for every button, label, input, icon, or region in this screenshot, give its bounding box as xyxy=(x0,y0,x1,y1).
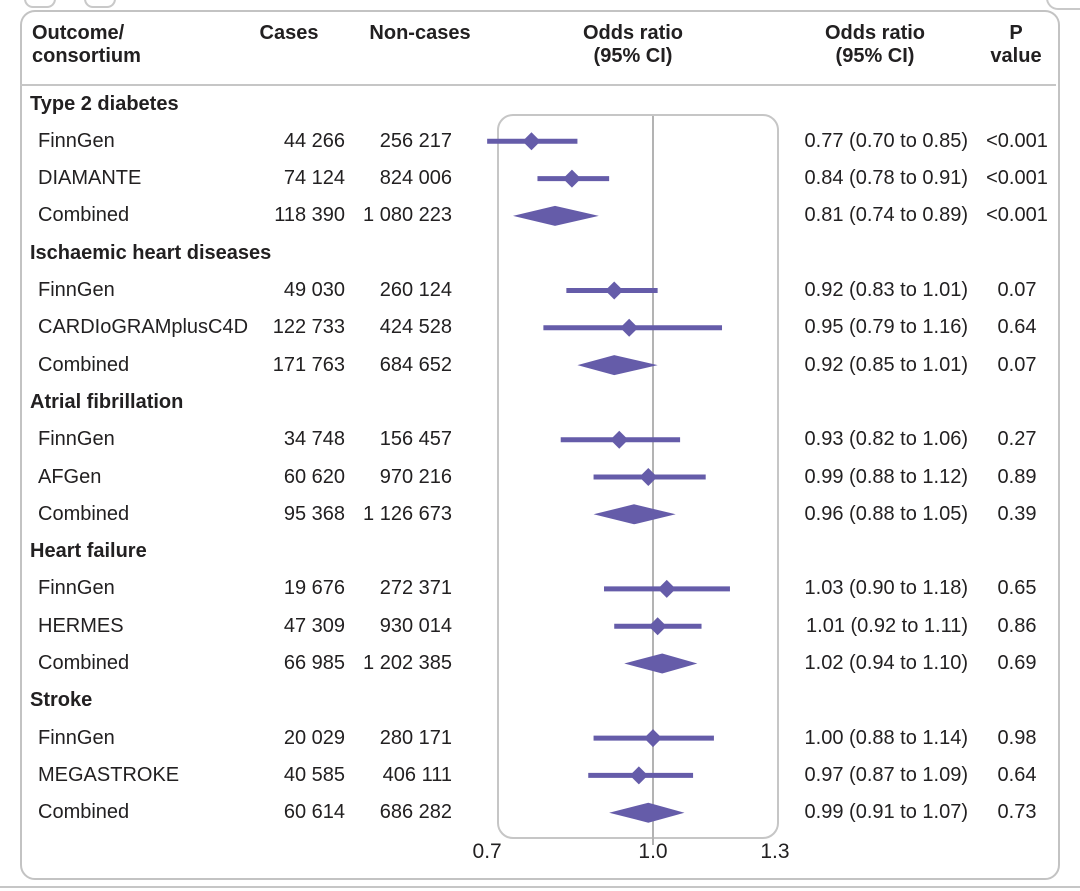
odds-ratio-ci-value: 0.81 (0.74 to 0.89) xyxy=(804,204,968,227)
figure-card-border xyxy=(20,10,1060,880)
cases-value: 20 029 xyxy=(283,726,345,749)
noncases-value: 686 282 xyxy=(379,801,452,824)
x-axis-tick-label: 1.3 xyxy=(760,840,790,863)
cases-value: 118 390 xyxy=(274,204,345,227)
outcome-section-label: Heart failure xyxy=(30,540,147,563)
cropped-border-fragment xyxy=(1046,0,1080,10)
p-value: 0.07 xyxy=(997,279,1037,301)
noncases-value: 406 111 xyxy=(382,763,452,786)
odds-ratio-ci-value: 1.01 (0.92 to 1.11) xyxy=(806,614,968,637)
noncases-value: 1 202 385 xyxy=(363,652,452,674)
outcome-section-label: Type 2 diabetes xyxy=(30,92,179,115)
p-value: 0.98 xyxy=(997,726,1037,749)
consortium-label: FinnGen xyxy=(38,726,115,749)
cases-value: 44 266 xyxy=(283,129,345,152)
noncases-value: 970 216 xyxy=(379,465,452,488)
odds-ratio-ci-value: 0.95 (0.79 to 1.16) xyxy=(804,316,968,339)
noncases-value: 156 457 xyxy=(379,428,452,451)
p-value: 0.69 xyxy=(997,652,1037,674)
noncases-value: 260 124 xyxy=(379,279,452,301)
noncases-value: 424 528 xyxy=(379,316,452,339)
p-value: 0.73 xyxy=(997,801,1037,824)
consortium-label: Combined xyxy=(38,204,130,227)
consortium-label: FinnGen xyxy=(38,129,115,152)
noncases-value: 280 171 xyxy=(379,726,452,749)
column-header-odds-ratio-plot: Odds ratio (95% CI) xyxy=(582,22,684,67)
outcome-section-label: Stroke xyxy=(30,689,93,712)
noncases-value: 272 371 xyxy=(379,577,452,600)
cropped-border-fragment xyxy=(24,0,56,8)
cases-value: 60 614 xyxy=(283,801,345,824)
odds-ratio-ci-value: 1.00 (0.88 to 1.14) xyxy=(804,726,968,749)
outcome-section-label: Ischaemic heart diseases xyxy=(30,241,272,264)
cases-value: 40 585 xyxy=(283,763,345,786)
cases-value: 66 985 xyxy=(283,652,345,674)
p-value: 0.64 xyxy=(997,763,1037,786)
plot-panel-border xyxy=(497,114,779,839)
odds-ratio-ci-value: 0.92 (0.85 to 1.01) xyxy=(804,353,968,376)
p-value: 0.86 xyxy=(997,614,1037,637)
consortium-label: FinnGen xyxy=(38,577,115,600)
odds-ratio-ci-value: 0.93 (0.82 to 1.06) xyxy=(804,428,968,451)
odds-ratio-ci-value: 1.02 (0.94 to 1.10) xyxy=(804,652,968,674)
odds-ratio-ci-value: 0.99 (0.91 to 1.07) xyxy=(804,801,968,824)
cases-value: 49 030 xyxy=(283,279,345,301)
p-value: 0.89 xyxy=(997,465,1037,488)
consortium-label: HERMES xyxy=(38,614,124,637)
noncases-value: 1 126 673 xyxy=(363,502,452,525)
consortium-label: Combined xyxy=(38,652,130,674)
noncases-value: 684 652 xyxy=(379,353,452,376)
consortium-label: Combined xyxy=(38,353,130,376)
p-value: 0.27 xyxy=(997,428,1037,451)
outcome-section-label: Atrial fibrillation xyxy=(30,390,184,413)
column-header-p-value: P value xyxy=(990,22,1042,67)
cases-value: 74 124 xyxy=(283,167,345,190)
noncases-value: 1 080 223 xyxy=(363,204,452,227)
column-header-noncases: Non-cases xyxy=(369,22,471,44)
column-header-outcome-consortium: Outcome/ consortium xyxy=(32,22,141,67)
cases-value: 171 763 xyxy=(272,353,345,376)
odds-ratio-ci-value: 1.03 (0.90 to 1.18) xyxy=(804,577,968,600)
p-value: <0.001 xyxy=(986,167,1048,190)
odds-ratio-ci-value: 0.84 (0.78 to 0.91) xyxy=(804,167,968,190)
consortium-label: MEGASTROKE xyxy=(38,763,180,786)
x-axis-tick-label: 0.7 xyxy=(472,840,502,863)
consortium-label: FinnGen xyxy=(38,428,115,451)
odds-ratio-ci-value: 0.77 (0.70 to 0.85) xyxy=(804,129,968,152)
consortium-label: DIAMANTE xyxy=(38,167,142,190)
p-value: 0.39 xyxy=(997,502,1037,525)
noncases-value: 824 006 xyxy=(379,167,452,190)
consortium-label: Combined xyxy=(38,502,130,525)
p-value: <0.001 xyxy=(986,204,1048,227)
header-divider xyxy=(20,84,1056,86)
x-axis-tick-label: 1.0 xyxy=(638,840,668,863)
odds-ratio-ci-value: 0.97 (0.87 to 1.09) xyxy=(804,763,968,786)
cases-value: 34 748 xyxy=(283,428,345,451)
odds-ratio-ci-value: 0.92 (0.83 to 1.01) xyxy=(804,279,968,301)
p-value: 0.07 xyxy=(997,353,1037,376)
consortium-label: Combined xyxy=(38,801,130,824)
column-header-odds-ratio-text: Odds ratio (95% CI) xyxy=(824,22,926,67)
consortium-label: FinnGen xyxy=(38,279,115,301)
cases-value: 95 368 xyxy=(283,502,345,525)
cropped-border-fragment xyxy=(84,0,116,8)
odds-ratio-ci-value: 0.96 (0.88 to 1.05) xyxy=(804,502,968,525)
p-value: 0.64 xyxy=(997,316,1037,339)
cases-value: 19 676 xyxy=(283,577,345,600)
bottom-border-line xyxy=(0,886,1080,888)
reference-line-1.0 xyxy=(652,116,654,845)
column-header-cases: Cases xyxy=(259,22,319,44)
odds-ratio-ci-value: 0.99 (0.88 to 1.12) xyxy=(804,465,968,488)
cases-value: 60 620 xyxy=(283,465,345,488)
noncases-value: 930 014 xyxy=(379,614,452,637)
p-value: <0.001 xyxy=(986,129,1048,152)
cases-value: 47 309 xyxy=(283,614,345,637)
noncases-value: 256 217 xyxy=(379,129,452,152)
consortium-label: AFGen xyxy=(38,465,102,488)
p-value: 0.65 xyxy=(997,577,1037,600)
consortium-label: CARDIoGRAMplusC4D xyxy=(38,316,249,339)
cases-value: 122 733 xyxy=(272,316,345,339)
